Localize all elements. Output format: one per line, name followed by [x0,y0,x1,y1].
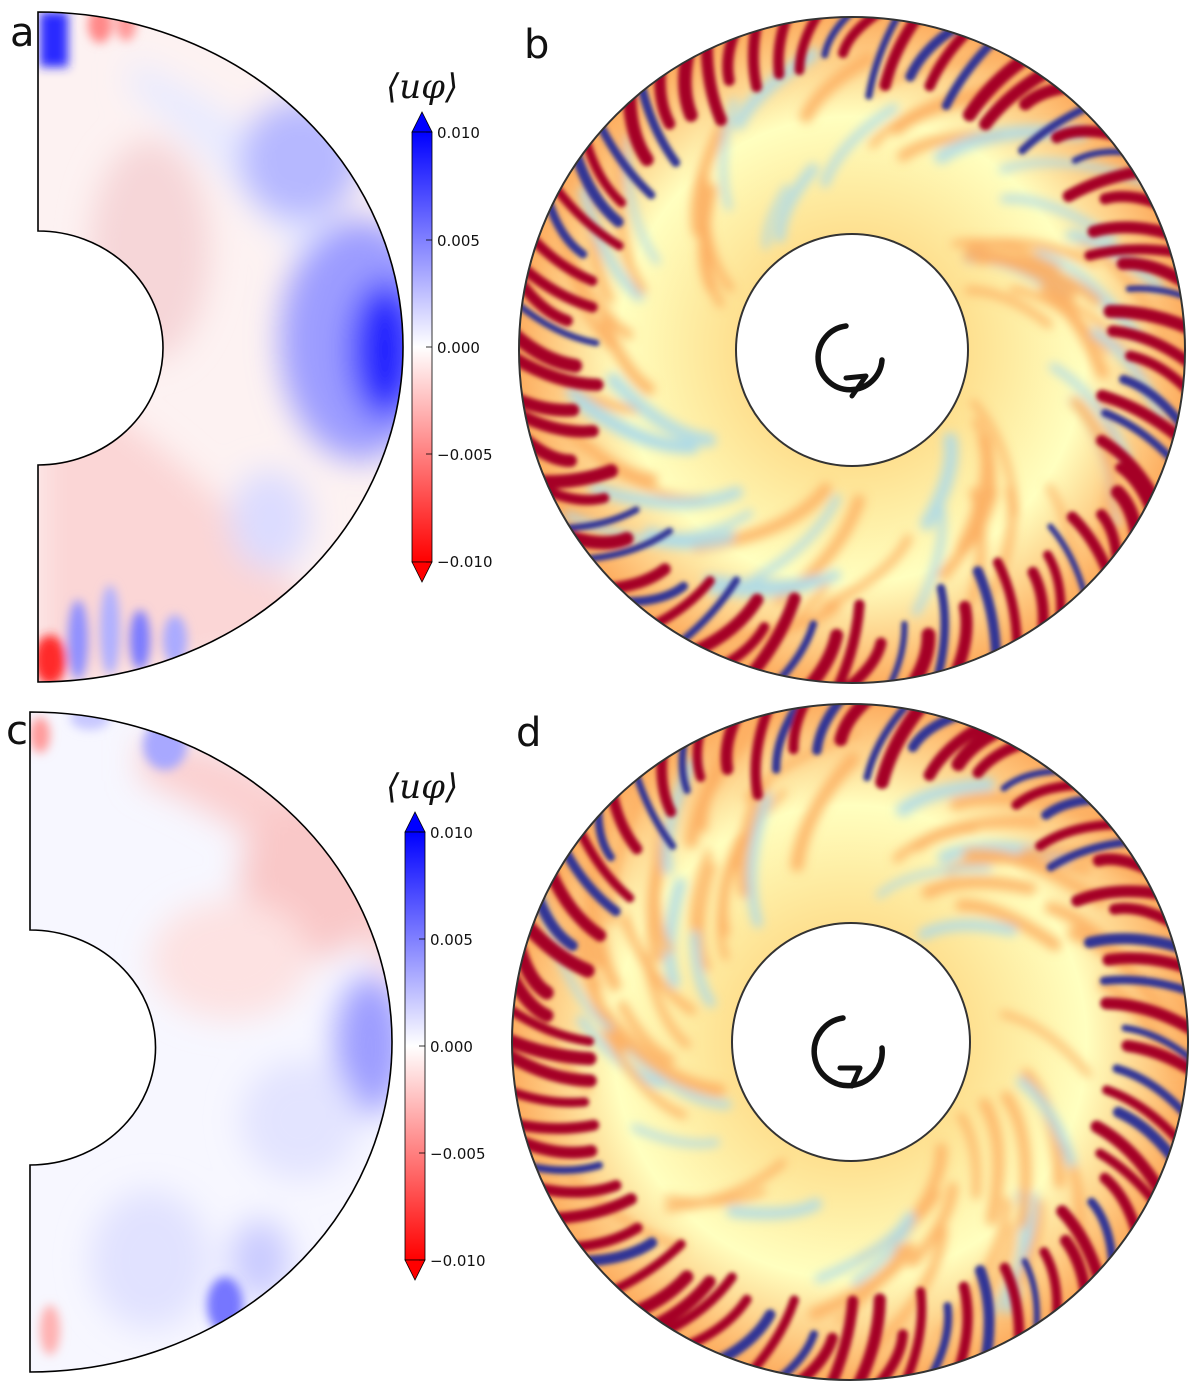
panel-d-label: d [516,710,541,756]
colorbar-c-tick-label: 0.000 [430,1038,473,1056]
colorbar-a-tick-label: 0.005 [437,232,480,250]
panel-c: c [6,708,393,1373]
panel-b-label: b [524,22,549,68]
panel-a-boundary [37,11,404,683]
panel-d: d [511,703,1189,1381]
panel-c-colorbar: ⟨uφ⟩ 0.010 0.005 0.000 −0.005 −0.010 [386,767,486,1281]
panel-c-meridional-field [30,712,392,1372]
colorbar-c-top-extend [404,811,426,833]
colorbar-a-tick-label: 0.010 [437,124,480,142]
colorbar-a-title: ⟨uφ⟩ [386,67,458,107]
colorbar-c-title: ⟨uφ⟩ [386,767,458,807]
colorbar-a-tick-label: −0.010 [437,553,493,571]
panel-d-inner-core [731,922,971,1162]
panel-c-boundary [29,711,393,1373]
colorbar-c-tick-label: −0.010 [430,1252,486,1270]
panel-c-label: c [6,708,28,754]
colorbar-c-tick-label: 0.010 [430,824,473,842]
panel-a: a [10,10,404,683]
panel-a-label: a [10,10,35,56]
colorbar-a-tick-label: −0.005 [437,446,493,464]
colorbar-a-top-extend [411,111,433,133]
panel-a-meridional-field [38,12,403,682]
colorbar-c-tick-label: −0.005 [430,1145,486,1163]
rotation-arrow-icon [815,323,885,399]
colorbar-c-bottom-extend [404,1259,426,1281]
panel-b-outer-boundary [518,16,1186,684]
panel-a-colorbar: ⟨uφ⟩ 0.010 0.005 0.000 −0.005 −0.010 [386,67,493,583]
panel-b: b [518,16,1186,684]
colorbar-c-tick-label: 0.005 [430,931,473,949]
colorbar-a-tick-label: 0.000 [437,339,480,357]
rotation-arrow-icon [811,1015,885,1089]
colorbar-a-bottom-extend [411,561,433,583]
panel-d-outer-boundary [511,703,1189,1381]
panel-b-inner-core [735,233,969,467]
